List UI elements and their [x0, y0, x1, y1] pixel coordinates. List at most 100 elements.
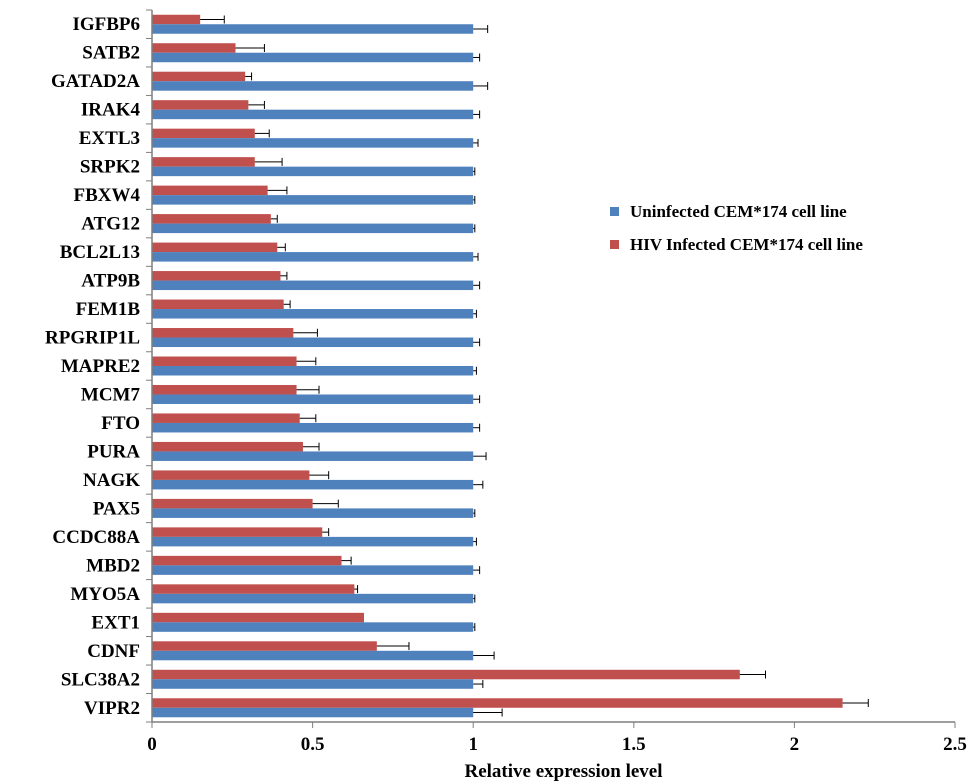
legend: Uninfected CEM*174 cell line HIV Infected… [610, 202, 863, 254]
category-label-srpk2: SRPK2 [80, 157, 140, 178]
bar-uninfected-ext1 [152, 622, 474, 632]
bar-uninfected-bcl2l13 [152, 252, 474, 262]
legend-swatch-infected [610, 240, 619, 249]
category-label-fto: FTO [101, 413, 140, 434]
error-bar-uninfected-irak4 [473, 110, 481, 119]
error-bar-infected-bcl2l13 [277, 243, 286, 252]
error-bars-group [200, 15, 869, 717]
error-bar-uninfected-fbxw4 [473, 195, 476, 204]
bar-infected-slc38a2 [152, 669, 740, 680]
bar-uninfected-fto [152, 422, 474, 433]
legend-swatch-uninfected [610, 207, 619, 216]
bar-uninfected-igfbp6 [152, 24, 474, 34]
category-label-fbxw4: FBXW4 [74, 185, 141, 206]
bar-infected-mbd2 [152, 555, 342, 566]
error-bar-infected-fem1b [283, 300, 291, 309]
category-label-gatad2a: GATAD2A [51, 71, 140, 92]
category-label-pura: PURA [87, 441, 140, 462]
error-bar-infected-vipr2 [842, 699, 869, 708]
error-bar-infected-fbxw4 [267, 186, 288, 195]
error-bar-uninfected-fem1b [473, 309, 477, 318]
error-bar-infected-cdnf [376, 642, 410, 651]
error-bar-uninfected-slc38a2 [473, 680, 484, 689]
x-tick-label: 0 [147, 734, 157, 755]
bar-infected-ext1 [152, 612, 364, 623]
category-label-fem1b: FEM1B [76, 299, 141, 320]
bar-infected-atg12 [152, 214, 271, 224]
bar-infected-irak4 [152, 100, 249, 110]
category-label-mapre2: MAPRE2 [61, 356, 140, 377]
error-bar-infected-atg12 [270, 214, 278, 223]
bar-uninfected-cdnf [152, 650, 474, 661]
error-bar-infected-extl3 [254, 129, 270, 138]
bar-infected-pura [152, 441, 303, 452]
category-label-atp9b: ATP9B [81, 271, 140, 292]
bar-uninfected-pura [152, 451, 474, 461]
category-label-nagk: NAGK [83, 470, 140, 491]
bar-uninfected-fem1b [152, 309, 474, 319]
error-bar-infected-gatad2a [245, 72, 253, 81]
error-bar-uninfected-atg12 [473, 224, 476, 233]
error-bar-uninfected-gatad2a [473, 81, 489, 90]
bar-infected-extl3 [152, 128, 255, 139]
x-tick-label: 2 [790, 734, 800, 755]
bar-infected-nagk [152, 470, 310, 480]
error-bar-uninfected-myo5a [473, 594, 476, 603]
error-bar-infected-atp9b [280, 271, 288, 280]
bar-infected-fto [152, 413, 300, 423]
category-label-cdnf: CDNF [87, 641, 140, 662]
bar-uninfected-nagk [152, 479, 474, 490]
category-label-rpgrip1l: RPGRIP1L [45, 328, 140, 349]
x-tick-labels: 0 0.5 1 1.5 2 2.5 [147, 734, 967, 755]
x-tick-label: 1.5 [622, 734, 646, 755]
category-label-atg12: ATG12 [81, 214, 140, 235]
error-bar-infected-igfbp6 [200, 15, 225, 24]
bar-infected-vipr2 [152, 698, 843, 708]
x-axis-title: Relative expression level [464, 761, 662, 782]
error-bar-infected-mcm7 [296, 385, 320, 394]
error-bar-uninfected-mcm7 [473, 395, 481, 404]
y-axis-ticks [146, 9, 152, 723]
error-bar-uninfected-igfbp6 [473, 24, 489, 33]
category-label-igfbp6: IGFBP6 [72, 14, 140, 35]
error-bar-infected-ccdc88a [322, 528, 330, 537]
error-bar-uninfected-nagk [473, 480, 484, 489]
category-labels: IGFBP6 SATB2 GATAD2A IRAK4 EXTL3 SRPK2 FBXW4 AT… [45, 14, 141, 719]
error-bar-infected-fto [299, 414, 317, 423]
error-bar-infected-srpk2 [254, 157, 283, 166]
category-label-extl3: EXTL3 [79, 128, 140, 149]
error-bar-infected-slc38a2 [739, 670, 766, 679]
bar-infected-rpgrip1l [152, 328, 294, 338]
error-bar-infected-mbd2 [341, 556, 352, 565]
category-label-ext1: EXT1 [91, 612, 140, 633]
category-label-satb2: SATB2 [82, 43, 140, 64]
bar-uninfected-gatad2a [152, 81, 474, 91]
bar-infected-cdnf [152, 641, 377, 651]
category-label-irak4: IRAK4 [81, 100, 141, 121]
bar-uninfected-slc38a2 [152, 679, 474, 689]
bar-infected-fem1b [152, 299, 284, 310]
bar-uninfected-mcm7 [152, 394, 474, 404]
error-bar-infected-pax5 [312, 499, 339, 508]
bar-uninfected-extl3 [152, 138, 474, 148]
bar-infected-gatad2a [152, 71, 246, 82]
bar-uninfected-pax5 [152, 508, 474, 518]
error-bar-uninfected-extl3 [473, 138, 479, 147]
error-bar-uninfected-mapre2 [473, 366, 477, 375]
x-axis-ticks [151, 722, 956, 728]
bar-uninfected-atg12 [152, 223, 474, 234]
bar-uninfected-myo5a [152, 593, 474, 604]
category-label-mbd2: MBD2 [86, 555, 140, 576]
error-bar-uninfected-pura [473, 452, 487, 461]
category-label-myo5a: MYO5A [70, 584, 140, 605]
error-bar-uninfected-atp9b [473, 281, 481, 290]
bar-uninfected-fbxw4 [152, 195, 474, 205]
bar-uninfected-satb2 [152, 52, 474, 63]
bar-infected-myo5a [152, 584, 355, 594]
error-bar-uninfected-mbd2 [473, 566, 481, 575]
bar-infected-satb2 [152, 43, 236, 53]
category-label-mcm7: MCM7 [81, 384, 141, 405]
category-label-slc38a2: SLC38A2 [61, 669, 140, 690]
bar-uninfected-srpk2 [152, 166, 474, 177]
